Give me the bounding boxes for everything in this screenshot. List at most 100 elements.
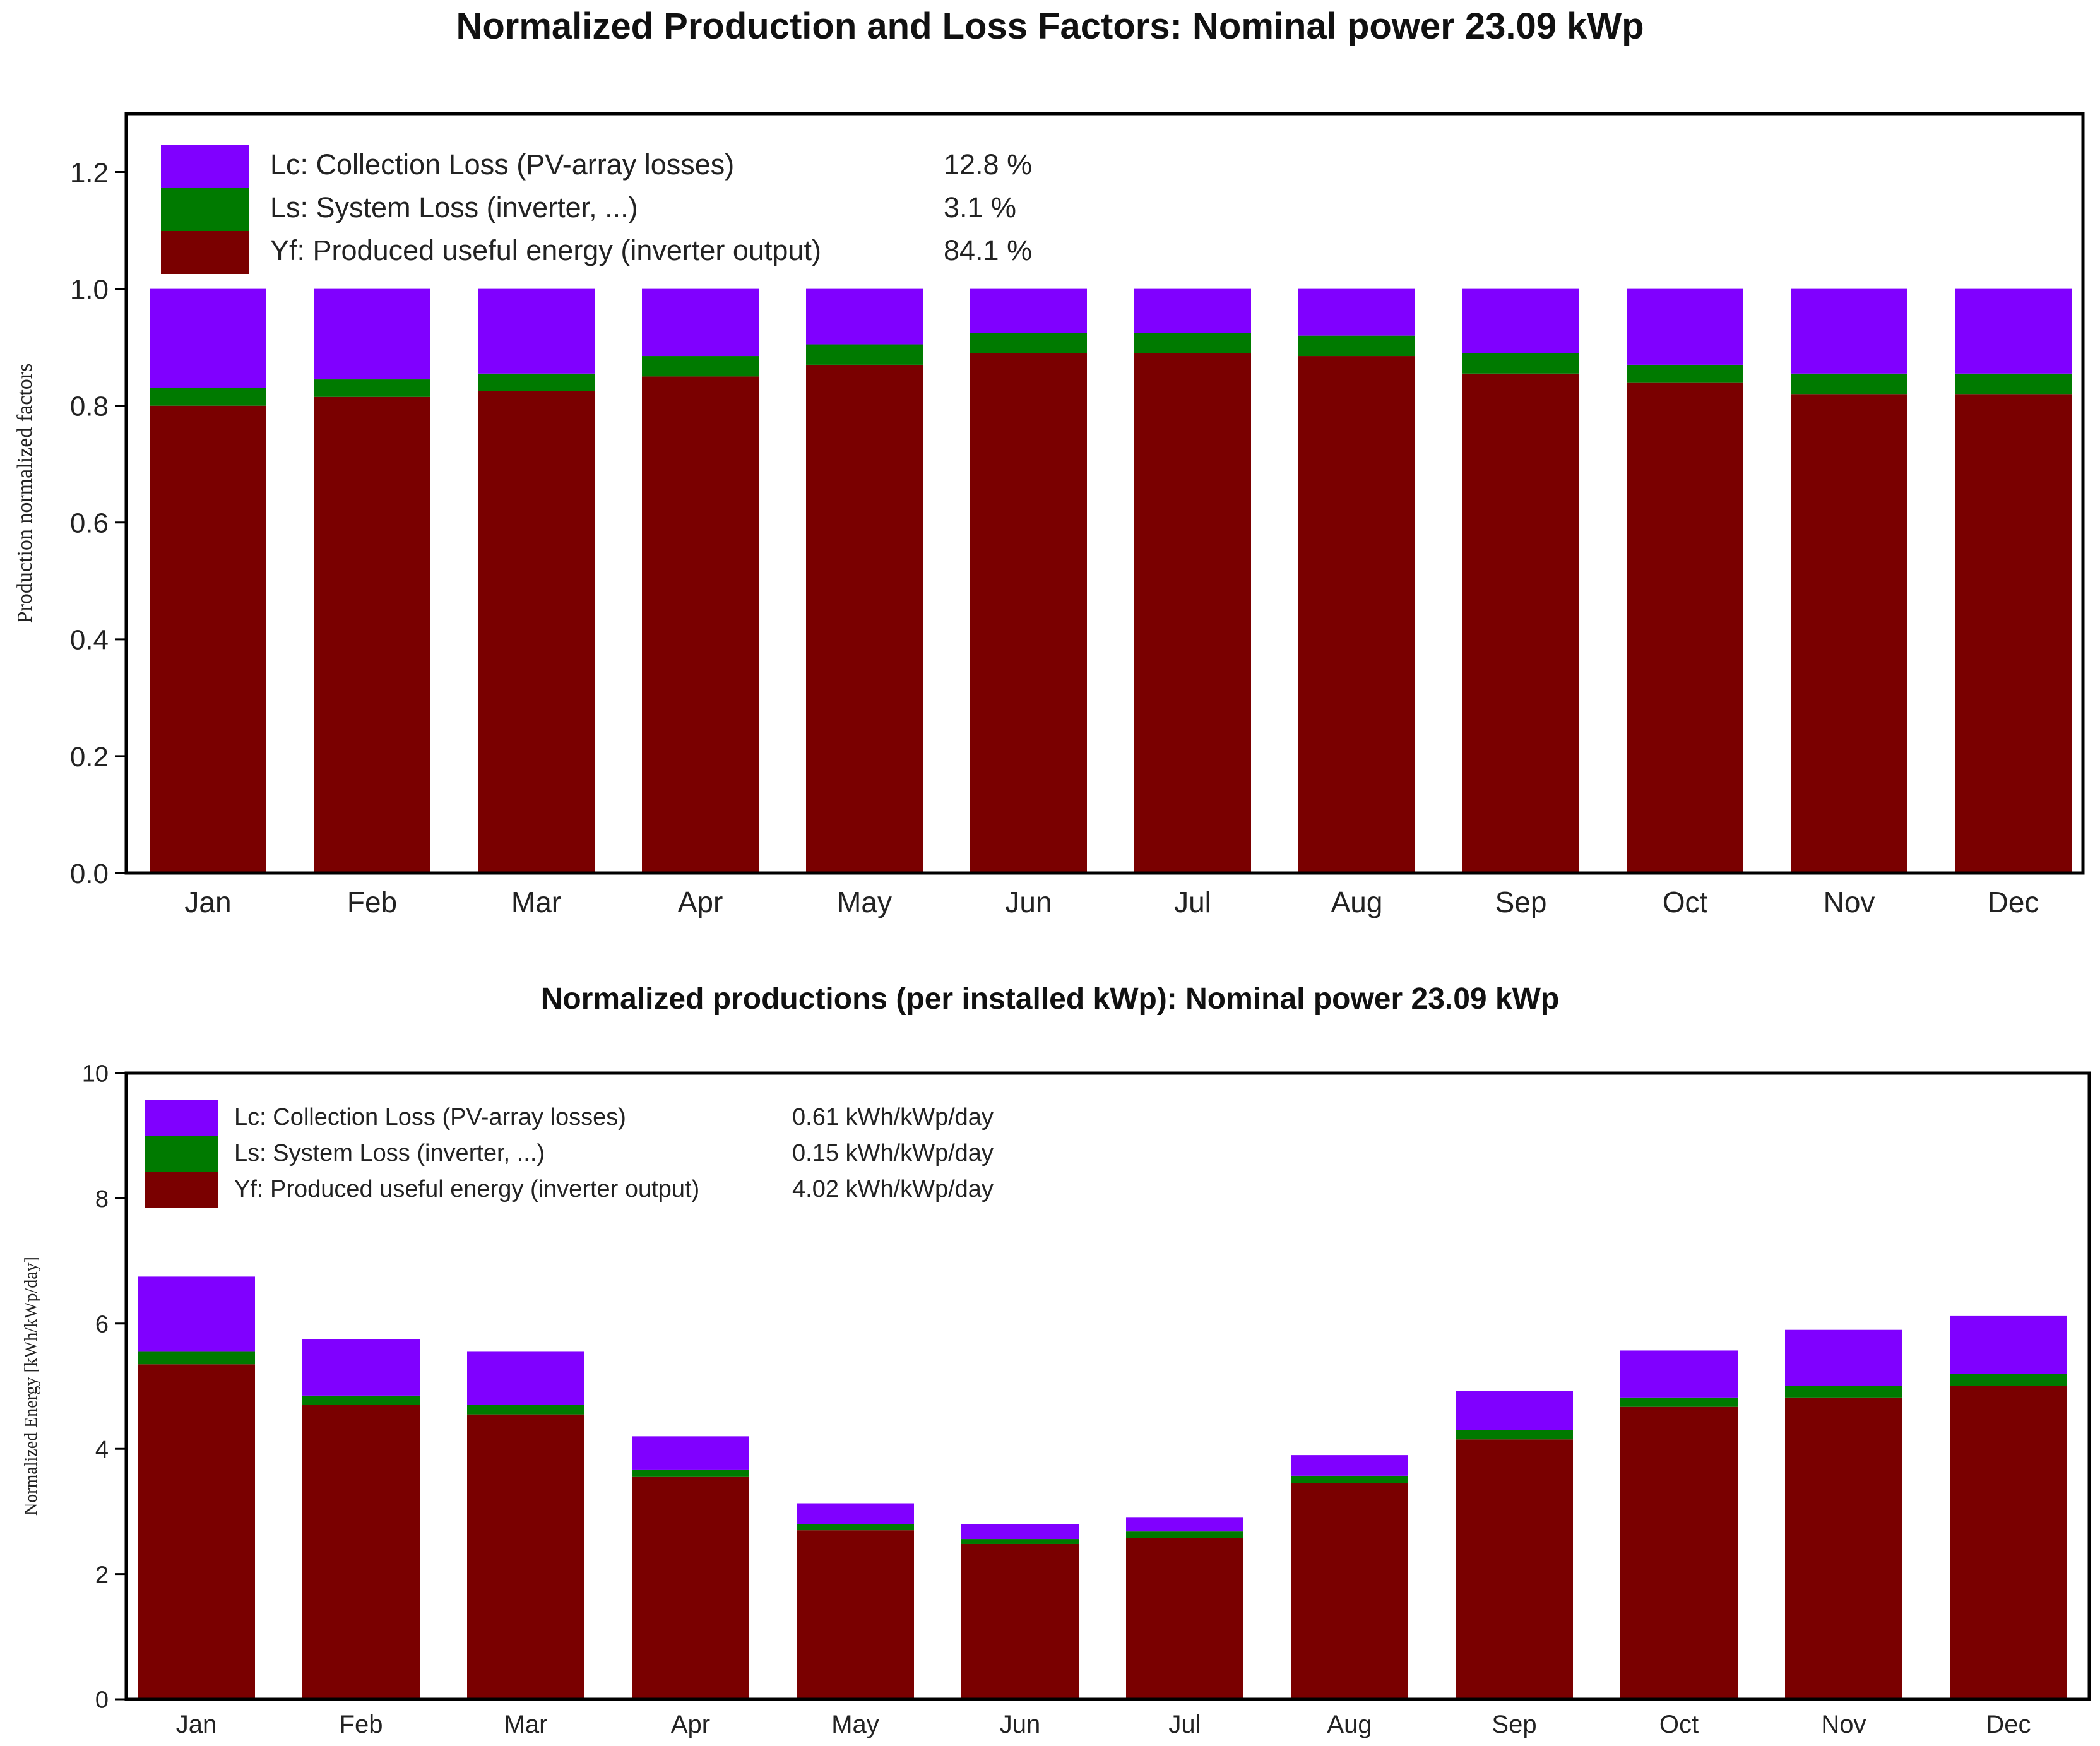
x-tick-label: Jul xyxy=(1168,1711,1201,1738)
plot-frame xyxy=(124,1071,2091,1701)
x-tick-label: Dec xyxy=(1986,1711,2031,1738)
bar-nov-series-2 xyxy=(1785,1386,1902,1398)
bar-dec-series-2 xyxy=(1955,373,2072,395)
bar-oct-series-3 xyxy=(1627,288,1743,365)
bar-dec-series-3 xyxy=(1955,288,2072,374)
legend-swatch xyxy=(161,188,249,231)
bar-feb-series-3 xyxy=(302,1339,420,1396)
x-tick-label: Aug xyxy=(1327,1711,1372,1738)
y-tick-label: 2 xyxy=(95,1562,109,1588)
legend-swatch xyxy=(161,231,249,274)
legend-label: Lc: Collection Loss (PV-array losses) xyxy=(234,1104,626,1131)
legend-summary: 4.02 kWh/kWp/day xyxy=(792,1176,994,1203)
bar-jan-series-1 xyxy=(138,1364,255,1699)
legend-swatch xyxy=(145,1100,218,1136)
y-tick-label: 1.0 xyxy=(70,274,109,305)
x-tick-label: Mar xyxy=(511,886,561,918)
x-tick-label: Jul xyxy=(1174,886,1211,918)
bar-sep-series-2 xyxy=(1456,1430,1573,1440)
bar-dec-series-3 xyxy=(1950,1315,2067,1374)
bar-aug-series-1 xyxy=(1291,1483,1408,1699)
bar-jan-series-3 xyxy=(138,1276,255,1352)
bar-sep-series-3 xyxy=(1462,288,1579,353)
bar-oct-series-2 xyxy=(1620,1397,1738,1407)
bar-may-series-1 xyxy=(806,364,923,873)
bar-mar-series-1 xyxy=(467,1414,584,1699)
legend-swatch xyxy=(145,1172,218,1208)
bar-nov-series-1 xyxy=(1791,394,1907,873)
bar-may-series-2 xyxy=(806,344,923,365)
bar-aug-series-3 xyxy=(1298,288,1415,336)
x-tick-label: Sep xyxy=(1492,1711,1536,1738)
y-tick-label: 0.8 xyxy=(70,391,109,422)
bar-apr-series-1 xyxy=(642,376,759,873)
bar-jan-series-1 xyxy=(150,405,266,873)
y-tick-label: 0 xyxy=(95,1687,109,1714)
bar-may-series-3 xyxy=(806,288,923,345)
x-tick-label: Aug xyxy=(1331,886,1383,918)
bar-oct-series-2 xyxy=(1627,364,1743,383)
x-tick-label: Jun xyxy=(1000,1711,1041,1738)
x-tick-label: Nov xyxy=(1824,886,1875,918)
legend-label: Yf: Produced useful energy (inverter out… xyxy=(270,234,821,266)
legend-label: Lc: Collection Loss (PV-array losses) xyxy=(270,148,734,181)
bar-feb-series-2 xyxy=(302,1395,420,1405)
legend-swatch xyxy=(161,145,249,188)
y-tick-label: 0.0 xyxy=(70,858,109,889)
bar-nov-series-3 xyxy=(1785,1329,1902,1386)
legend-label: Yf: Produced useful energy (inverter out… xyxy=(234,1176,699,1203)
x-tick-label: Apr xyxy=(678,886,723,918)
x-tick-label: Jan xyxy=(176,1711,217,1738)
bar-oct-series-1 xyxy=(1627,382,1743,873)
bar-mar-series-2 xyxy=(467,1405,584,1415)
bar-feb-series-2 xyxy=(314,379,430,397)
x-tick-label: Feb xyxy=(340,1711,383,1738)
bar-sep-series-2 xyxy=(1462,353,1579,374)
bar-oct-series-1 xyxy=(1620,1406,1738,1699)
bar-oct-series-3 xyxy=(1620,1350,1738,1398)
y-axis-label: Production normalized factors xyxy=(13,364,37,624)
bar-apr-series-2 xyxy=(642,356,759,377)
bar-apr-series-1 xyxy=(632,1476,749,1699)
x-tick-label: Jan xyxy=(184,886,231,918)
bar-may-series-2 xyxy=(797,1524,914,1531)
bar-jun-series-2 xyxy=(970,333,1087,353)
bar-apr-series-3 xyxy=(632,1436,749,1470)
x-tick-label: Dec xyxy=(1988,886,2039,918)
legend-summary: 84.1 % xyxy=(944,234,1032,266)
bar-dec-series-1 xyxy=(1950,1386,2067,1699)
bar-sep-series-1 xyxy=(1462,373,1579,873)
y-tick-label: 0.2 xyxy=(70,742,109,773)
bar-aug-series-2 xyxy=(1298,335,1415,357)
bar-jul-series-3 xyxy=(1126,1517,1243,1532)
bar-jun-series-3 xyxy=(961,1524,1079,1540)
bar-aug-series-1 xyxy=(1298,356,1415,873)
bar-jun-series-1 xyxy=(970,353,1087,873)
bar-nov-series-2 xyxy=(1791,373,1907,395)
bar-jan-series-2 xyxy=(138,1351,255,1365)
bar-sep-series-1 xyxy=(1456,1439,1573,1699)
bar-jul-series-1 xyxy=(1134,353,1251,873)
bar-mar-series-1 xyxy=(478,391,595,873)
x-tick-label: Apr xyxy=(671,1711,710,1738)
bar-mar-series-2 xyxy=(478,373,595,391)
legend-summary: 0.15 kWh/kWp/day xyxy=(792,1140,994,1167)
legend-swatch xyxy=(145,1136,218,1172)
x-tick-label: May xyxy=(837,886,892,918)
x-tick-label: Oct xyxy=(1663,886,1708,918)
bar-apr-series-2 xyxy=(632,1469,749,1477)
bar-may-series-1 xyxy=(797,1530,914,1699)
bar-jun-series-3 xyxy=(970,288,1087,333)
y-tick-label: 8 xyxy=(95,1186,109,1213)
bar-jun-series-2 xyxy=(961,1539,1079,1544)
chart-title-top: Normalized Production and Loss Factors: … xyxy=(456,6,1644,47)
bar-mar-series-3 xyxy=(478,288,595,374)
x-tick-label: Oct xyxy=(1659,1711,1699,1738)
y-tick-label: 1.2 xyxy=(70,157,109,188)
x-tick-label: Feb xyxy=(347,886,397,918)
y-axis-label: Normalized Energy [kWh/kWp/day] xyxy=(21,1257,41,1516)
plot-frame xyxy=(124,112,2085,875)
y-tick-label: 6 xyxy=(95,1311,109,1338)
x-tick-label: Mar xyxy=(504,1711,548,1738)
bar-dec-series-2 xyxy=(1950,1374,2067,1386)
